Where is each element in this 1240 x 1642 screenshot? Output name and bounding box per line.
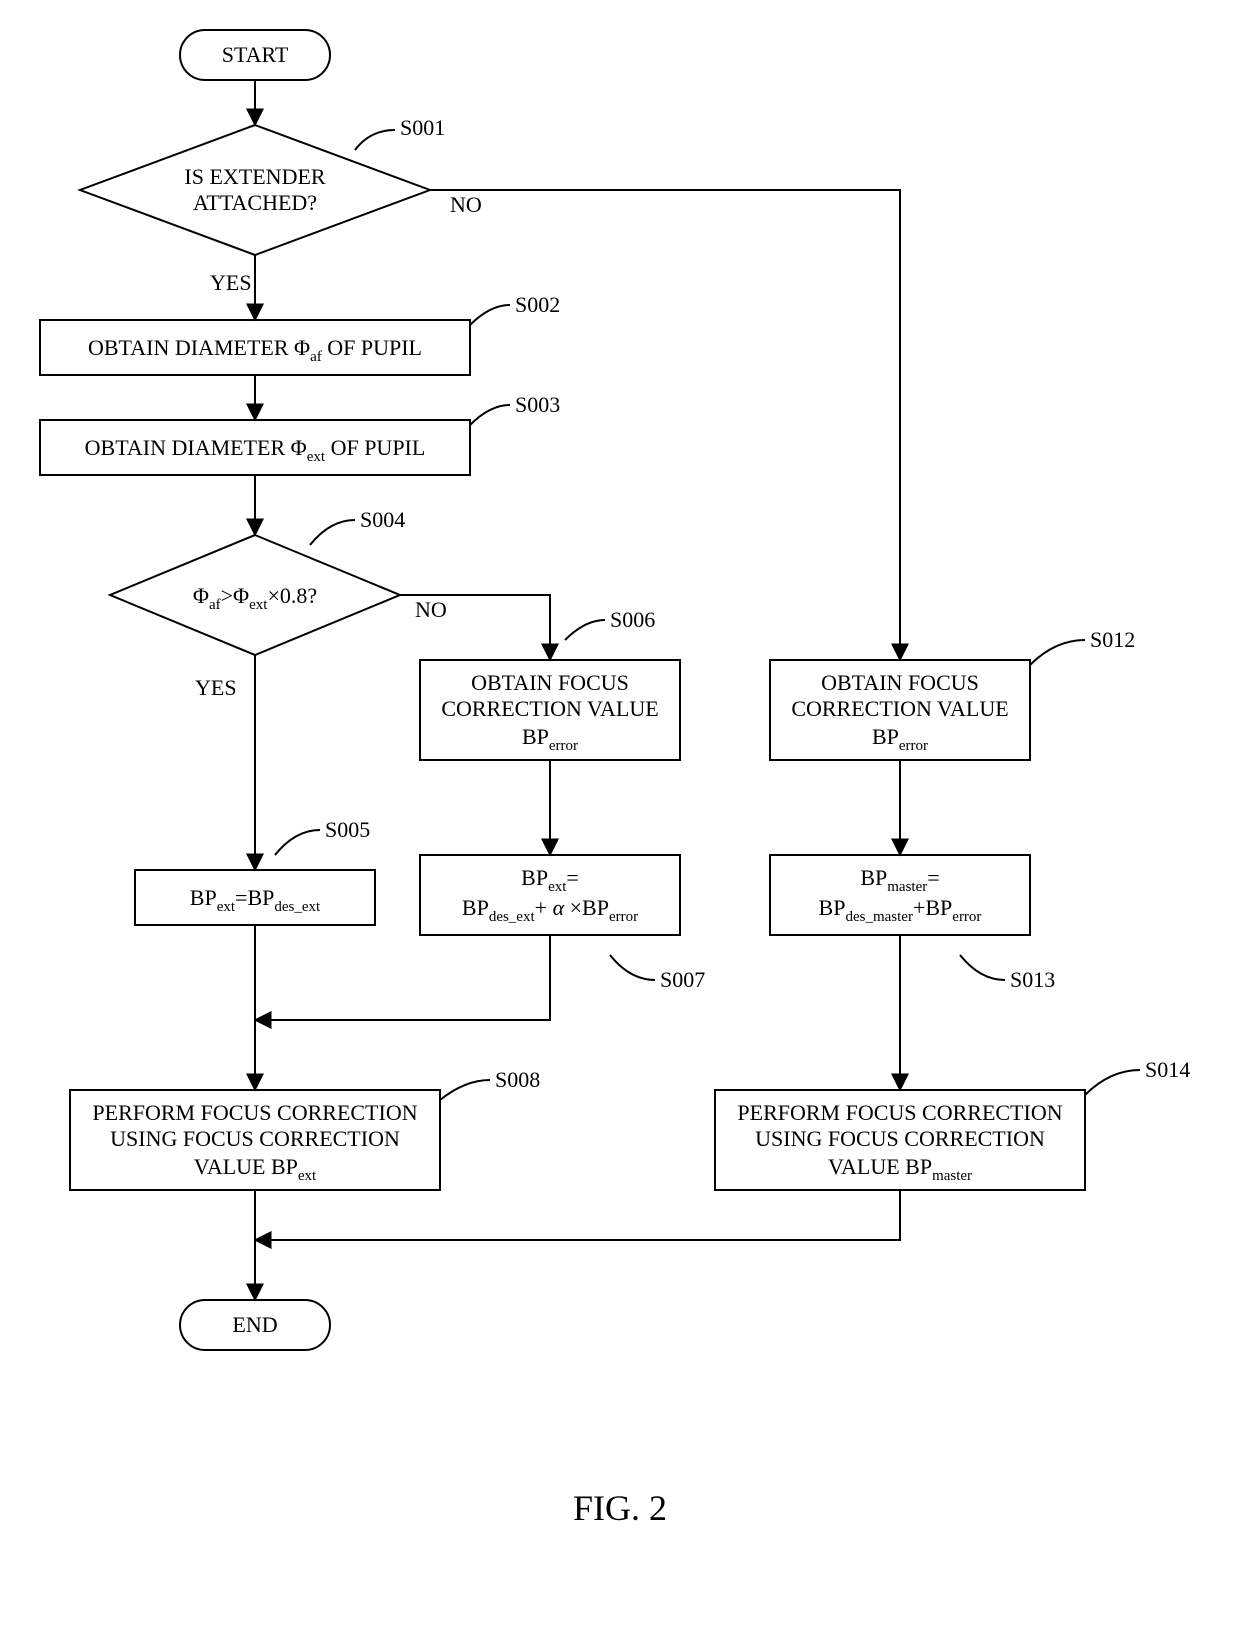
s006-l1: OBTAIN FOCUS: [471, 670, 629, 695]
end-label: END: [232, 1312, 277, 1337]
process-s013: BPmaster= BPdes_master+BPerror: [770, 855, 1030, 935]
s014-l3: VALUE BPmaster: [828, 1154, 972, 1184]
s012-l1: OBTAIN FOCUS: [821, 670, 979, 695]
s012-l3: BPerror: [872, 724, 928, 754]
process-s008: PERFORM FOCUS CORRECTION USING FOCUS COR…: [70, 1090, 440, 1190]
s008-l2: USING FOCUS CORRECTION: [110, 1126, 400, 1151]
s001-line1: IS EXTENDER: [184, 164, 325, 189]
start-label: START: [222, 42, 289, 67]
s008-l3: VALUE BPext: [194, 1154, 317, 1184]
s012-l2: CORRECTION VALUE: [791, 696, 1008, 721]
flowchart-svg: START IS EXTENDER ATTACHED? S001 YES NO …: [0, 0, 1240, 1642]
s012-label: S012: [1090, 627, 1135, 652]
s002-label: S002: [515, 292, 560, 317]
s003-text: OBTAIN DIAMETER Φext OF PUPIL: [85, 435, 426, 465]
s008-l1: PERFORM FOCUS CORRECTION: [92, 1100, 417, 1125]
s001-label: S001: [400, 115, 445, 140]
start-terminator: START: [180, 30, 330, 80]
s005-label: S005: [325, 817, 370, 842]
s005-text: BPext=BPdes_ext: [190, 885, 321, 915]
s013-l1: BPmaster=: [860, 865, 939, 895]
s014-label: S014: [1145, 1057, 1190, 1082]
s007-label: S007: [660, 967, 705, 992]
s014-l2: USING FOCUS CORRECTION: [755, 1126, 1045, 1151]
s013-label: S013: [1010, 967, 1055, 992]
s004-yes: YES: [195, 675, 237, 700]
s007-l1: BPext=: [521, 865, 579, 895]
s004-label: S004: [360, 507, 405, 532]
process-s014: PERFORM FOCUS CORRECTION USING FOCUS COR…: [715, 1090, 1085, 1190]
s013-l2: BPdes_master+BPerror: [819, 895, 982, 925]
s006-l3: BPerror: [522, 724, 578, 754]
s006-l2: CORRECTION VALUE: [441, 696, 658, 721]
s001-yes: YES: [210, 270, 252, 295]
s001-no: NO: [450, 192, 482, 217]
s008-label: S008: [495, 1067, 540, 1092]
s007-l2: BPdes_ext+ α ×BPerror: [462, 895, 638, 925]
s001-line2: ATTACHED?: [193, 190, 317, 215]
process-s005: BPext=BPdes_ext: [135, 870, 375, 925]
s014-l1: PERFORM FOCUS CORRECTION: [737, 1100, 1062, 1125]
process-s012: OBTAIN FOCUS CORRECTION VALUE BPerror: [770, 660, 1030, 760]
process-s006: OBTAIN FOCUS CORRECTION VALUE BPerror: [420, 660, 680, 760]
s002-text: OBTAIN DIAMETER Φaf OF PUPIL: [88, 335, 422, 365]
process-s003: OBTAIN DIAMETER Φext OF PUPIL: [40, 420, 470, 475]
s006-label: S006: [610, 607, 655, 632]
s003-label: S003: [515, 392, 560, 417]
figure-label: FIG. 2: [573, 1488, 667, 1528]
process-s007: BPext= BPdes_ext+ α ×BPerror: [420, 855, 680, 935]
decision-s001: IS EXTENDER ATTACHED?: [80, 125, 430, 255]
process-s002: OBTAIN DIAMETER Φaf OF PUPIL: [40, 320, 470, 375]
end-terminator: END: [180, 1300, 330, 1350]
decision-s004: Φaf>Φext×0.8?: [110, 535, 400, 655]
s004-no: NO: [415, 597, 447, 622]
s004-expr: Φaf>Φext×0.8?: [193, 583, 317, 613]
